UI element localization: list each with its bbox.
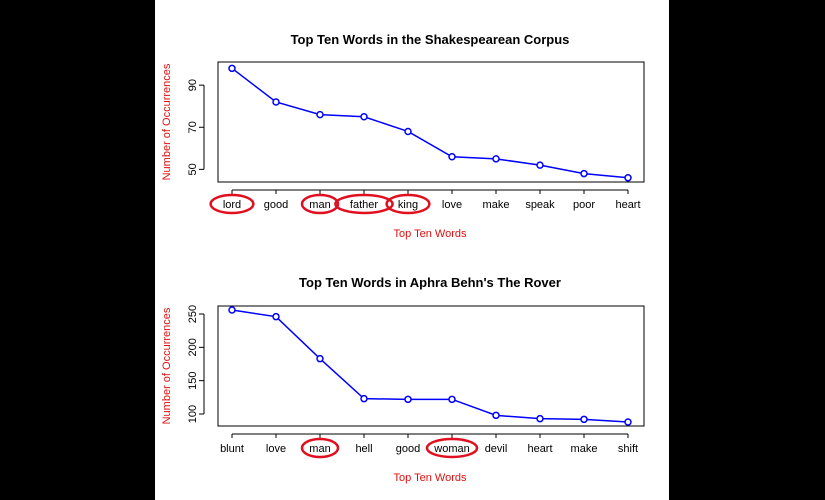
x-tick-label: poor — [573, 199, 595, 211]
x-tick-label: lord — [223, 199, 241, 211]
data-point — [580, 415, 588, 424]
chart-2-y-axis: 100 150 200 250 — [187, 305, 205, 423]
chart-1: Top Ten Words in the Shakespearean Corpu… — [161, 32, 645, 240]
x-tick-label: love — [266, 443, 286, 455]
y-tick-label: 50 — [187, 163, 199, 175]
data-point — [624, 418, 632, 426]
x-tick-label: man — [309, 443, 330, 455]
chart-1-x-axis-label: Top Ten Words — [394, 228, 467, 240]
data-point — [624, 174, 632, 182]
chart-2-x-axis-label: Top Ten Words — [394, 472, 467, 484]
y-tick-label: 100 — [187, 405, 199, 423]
x-tick-label: speak — [525, 199, 555, 211]
x-tick-label: love — [442, 199, 462, 211]
data-point — [404, 395, 412, 404]
data-point — [404, 127, 412, 136]
highlight-ellipse — [385, 193, 431, 215]
x-tick-label: woman — [433, 443, 469, 455]
x-tick-label: father — [350, 199, 378, 211]
data-point — [316, 110, 324, 119]
data-point — [316, 354, 324, 363]
highlight-ellipse — [300, 193, 340, 215]
chart-2-title: Top Ten Words in Aphra Behn's The Rover — [299, 275, 561, 290]
highlight-ellipse — [209, 193, 255, 215]
x-tick-label: heart — [527, 443, 552, 455]
chart-2-plot-frame — [217, 305, 645, 427]
data-point — [492, 155, 500, 163]
highlight-ellipse — [300, 437, 340, 459]
chart-1-points — [228, 64, 632, 182]
data-point — [360, 394, 368, 403]
chart-2: Top Ten Words in Aphra Behn's The Rover … — [161, 275, 645, 484]
data-point — [536, 414, 544, 423]
data-point — [448, 395, 456, 404]
data-point — [272, 98, 280, 106]
data-point — [492, 411, 500, 420]
y-tick-label: 200 — [187, 338, 199, 356]
y-tick-label: 250 — [187, 305, 199, 323]
y-tick-label: 90 — [187, 79, 199, 91]
highlight-ellipse — [334, 193, 394, 215]
chart-1-plot-frame — [217, 61, 645, 183]
x-tick-label: good — [396, 443, 420, 455]
x-tick-label: shift — [618, 443, 638, 455]
chart-1-title: Top Ten Words in the Shakespearean Corpu… — [291, 32, 570, 47]
chart-2-series-line — [231, 309, 629, 423]
highlight-ellipse — [425, 437, 479, 459]
data-point — [580, 169, 588, 178]
x-tick-label: hell — [355, 443, 372, 455]
data-point — [228, 64, 236, 73]
data-point — [272, 312, 280, 321]
x-tick-label: devil — [485, 443, 508, 455]
data-point — [536, 161, 544, 169]
y-tick-label: 70 — [187, 121, 199, 133]
y-tick-label: 150 — [187, 371, 199, 389]
chart-2-x-axis: blunt love man hell good woman devil heart make s… — [220, 433, 638, 459]
x-tick-label: make — [483, 199, 510, 211]
chart-1-series-line — [231, 67, 629, 179]
x-tick-label: good — [264, 199, 288, 211]
x-tick-label: man — [309, 199, 330, 211]
x-tick-label: heart — [615, 199, 640, 211]
data-point — [228, 306, 236, 314]
chart-2-points — [228, 306, 632, 426]
data-point — [448, 152, 456, 161]
chart-1-y-axis: 50 70 90 — [187, 79, 205, 175]
x-tick-label: make — [571, 443, 598, 455]
data-point — [360, 112, 368, 121]
chart-1-y-axis-label: Number of Occurrences — [161, 63, 173, 180]
chart-2-y-axis-label: Number of Occurrences — [161, 307, 173, 424]
x-tick-label: king — [398, 199, 418, 211]
x-tick-label: blunt — [220, 443, 244, 455]
chart-1-x-axis: lord good man father king love make speak poor he… — [209, 189, 641, 215]
